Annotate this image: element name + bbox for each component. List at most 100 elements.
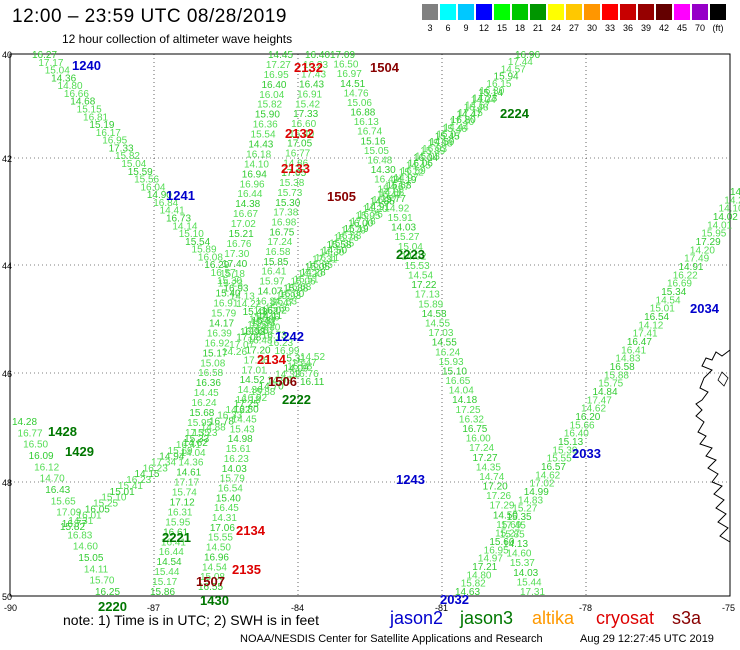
- swh-reading: 15.43: [243, 307, 268, 318]
- pass-id-label: 2135: [232, 562, 261, 577]
- swh-reading: 16.00: [348, 218, 373, 229]
- swh-reading: 17.09: [330, 50, 355, 61]
- swh-reading: 15.34: [661, 287, 686, 298]
- swh-reading: 17.29: [489, 501, 514, 512]
- swh-reading: 16.23: [303, 60, 328, 71]
- lon-label: -75: [722, 603, 736, 613]
- swh-reading: 17.25: [456, 405, 481, 416]
- legend-s3a: s3a: [672, 608, 702, 628]
- swh-reading: 17.05: [287, 139, 312, 150]
- swh-reading: 16.62: [253, 306, 278, 317]
- pass-id-label: 2033: [572, 446, 601, 461]
- pass-id-label: 1505: [327, 189, 356, 204]
- scale-label: 3: [427, 23, 433, 33]
- swh-reading: 16.98: [271, 217, 296, 228]
- swh-reading: 17.33: [109, 143, 134, 154]
- pass-id-label: 1428: [48, 424, 77, 439]
- swh-reading: 16.58: [198, 368, 223, 379]
- swh-reading: 16.83: [67, 530, 92, 541]
- swh-reading: 15.50: [247, 320, 272, 331]
- swh-reading: 14.11: [84, 564, 109, 575]
- swh-reading: 14.20: [298, 269, 323, 280]
- swh-reading: 14.13: [230, 291, 255, 302]
- swh-reading: 17.34: [151, 458, 176, 469]
- scale-swatch: [440, 4, 456, 20]
- swh-reading: 15.89: [420, 146, 445, 157]
- swh-reading: 15.66: [265, 304, 290, 315]
- swh-reading: 17.24: [267, 237, 292, 248]
- lon-label: -78: [579, 603, 593, 613]
- pass-id-label: 2032: [440, 592, 469, 607]
- swh-reading: 16.57: [211, 268, 236, 279]
- swh-reading: 15.79: [220, 474, 245, 485]
- swh-reading: 14.22: [226, 405, 251, 416]
- swh-reading: 16.43: [45, 485, 70, 496]
- swh-reading: 16.04: [259, 90, 284, 101]
- swh-reading: 14.57: [384, 182, 409, 193]
- swh-reading: 15.21: [229, 229, 254, 240]
- swh-reading: 16.57: [541, 462, 566, 473]
- swh-reading: 15.05: [78, 553, 103, 564]
- legend-altika: altika: [532, 608, 575, 628]
- swh-reading: 17.02: [529, 479, 554, 490]
- swh-reading: 16.42: [377, 189, 402, 200]
- swh-reading: 15.25: [93, 499, 118, 510]
- swh-reading: 14.61: [176, 468, 201, 479]
- scale-label: 39: [640, 23, 651, 33]
- scale-swatch: [656, 4, 672, 20]
- pass-id-label: 2132: [294, 60, 323, 75]
- scale-swatch: [674, 4, 690, 20]
- swh-reading: 14.59: [429, 137, 454, 148]
- swh-reading: 14.54: [202, 562, 227, 573]
- swh-reading: 16.00: [279, 289, 304, 300]
- scale-swatch: [602, 4, 618, 20]
- swh-reading: 14.31: [68, 516, 93, 527]
- swh-reading: 16.96: [240, 179, 265, 190]
- swh-reading: 14.13: [503, 539, 528, 550]
- lon-label: -84: [291, 603, 305, 613]
- swh-reading: 15.18: [220, 269, 245, 280]
- swh-reading: 16.81: [83, 112, 108, 123]
- swh-reading: 15.35: [329, 238, 354, 249]
- swh-reading: 17.27: [473, 453, 498, 464]
- swh-reading: 14.02: [713, 212, 738, 223]
- swh-reading: 15.04: [398, 242, 423, 253]
- swh-reading: 14.92: [384, 203, 409, 214]
- swh-reading: 16.47: [627, 337, 652, 348]
- swh-reading: 15.27: [512, 504, 537, 515]
- swh-reading: 16.77: [285, 149, 310, 160]
- swh-reading: 14.04: [181, 448, 206, 459]
- swh-reading: 16.40: [289, 129, 314, 140]
- swh-reading: 14.68: [70, 97, 95, 108]
- swh-reading: 16.41: [261, 267, 286, 278]
- swh-reading: 16.29: [204, 260, 229, 271]
- swh-reading: 15.27: [495, 529, 520, 540]
- scale-label: 30: [586, 23, 597, 33]
- swh-reading: 14.15: [134, 469, 159, 480]
- swh-reading: 15.06: [347, 98, 372, 109]
- swh-reading: 14.30: [371, 165, 396, 176]
- swh-reading: 15.19: [343, 224, 368, 235]
- swh-reading: 17.22: [411, 280, 436, 291]
- swh-reading: 14.80: [58, 81, 83, 92]
- lat-label: 40: [2, 50, 13, 60]
- swh-reading: 14.11: [258, 311, 283, 322]
- swh-reading: 15.95: [701, 229, 726, 240]
- swh-reading: 14.67: [465, 101, 490, 112]
- swh-reading: 16.15: [486, 79, 511, 90]
- swh-reading: 16.23: [143, 463, 168, 474]
- swh-reading: 15.60: [489, 537, 514, 548]
- swh-reading: 14.12: [638, 320, 663, 331]
- swh-reading: 14.28: [301, 267, 326, 278]
- swh-reading: 16.76: [226, 239, 251, 250]
- pass-id-label: 1506: [268, 374, 297, 389]
- swh-reading: 17.31: [312, 255, 337, 266]
- pass-id-label: 1507: [196, 574, 225, 589]
- swh-reading: 14.97: [478, 554, 503, 565]
- swh-reading: 14.01: [707, 220, 732, 231]
- swh-reading: 16.73: [166, 214, 191, 225]
- scale-label: 18: [514, 23, 525, 33]
- swh-reading: 15.04: [45, 66, 70, 77]
- swh-reading: 14.85: [370, 197, 395, 208]
- swh-reading: 16.95: [484, 545, 509, 556]
